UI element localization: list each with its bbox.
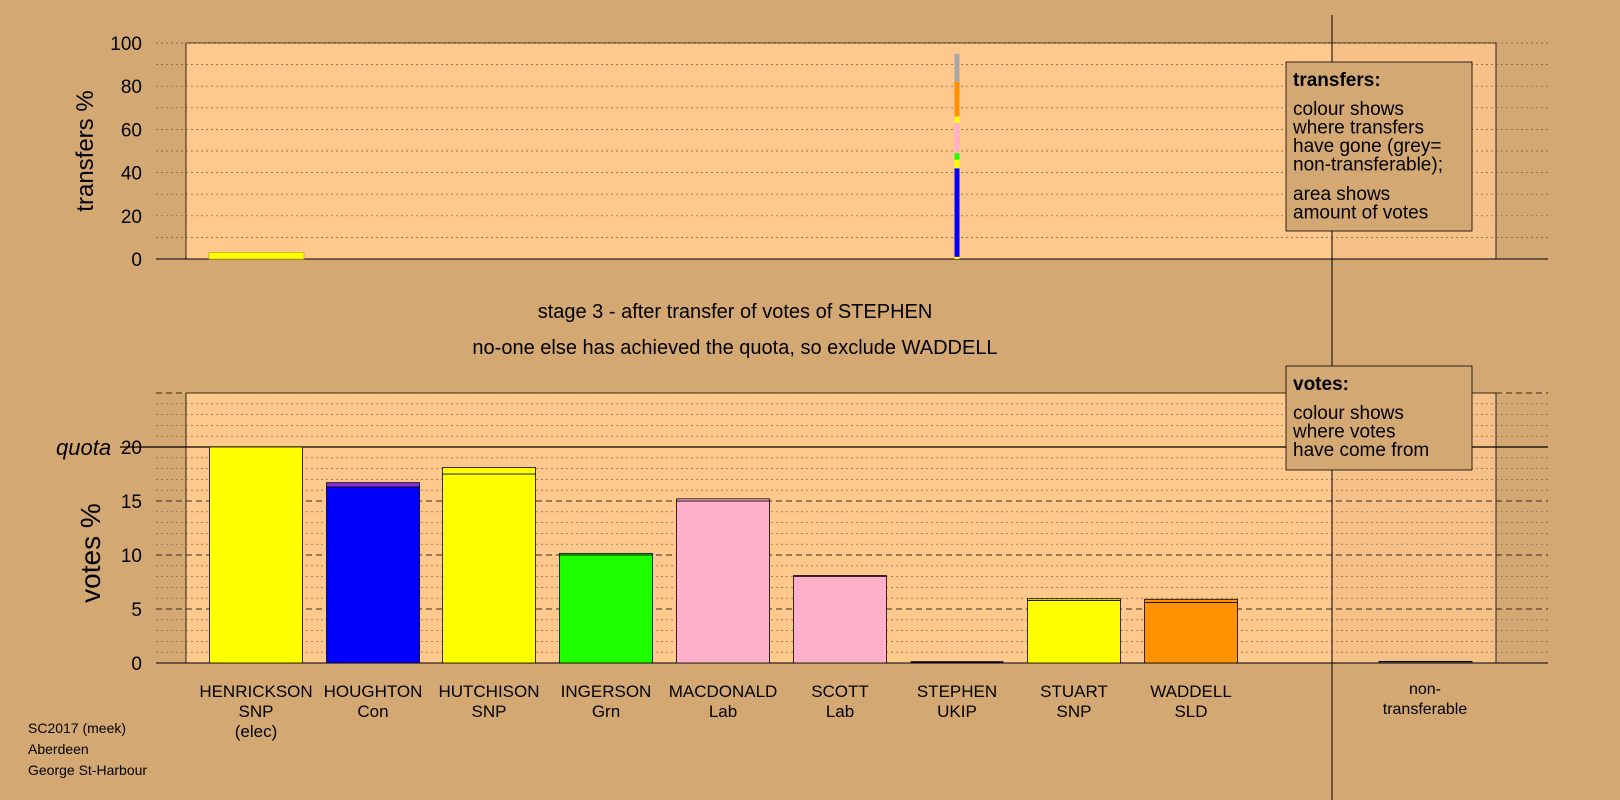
- transfer-segment-henrickson: [954, 256, 960, 259]
- transfers-legend-box: [1285, 61, 1473, 232]
- candidate-party-label: SNP: [239, 702, 274, 721]
- votes-legend-box: [1285, 365, 1473, 471]
- candidate-name-label: HENRICKSON: [199, 682, 312, 701]
- votes-ytick-label: 0: [131, 654, 142, 675]
- transfers-ytick-label: 0: [131, 250, 142, 271]
- votes-ytick-label: 10: [121, 546, 142, 567]
- transfer-segment-houghton: [954, 168, 960, 257]
- transfers-ytick-label: 100: [110, 34, 142, 55]
- transfer-segment-hutchison: [954, 159, 960, 169]
- candidate-name-label: INGERSON: [561, 682, 652, 701]
- bar-cap-scott: [793, 575, 887, 578]
- candidate-party-label: Con: [357, 702, 388, 721]
- transfer-segment-stuart: [954, 116, 960, 123]
- transfers-ylabel: transfers %: [72, 90, 99, 211]
- nontransferable-label: transferable: [1383, 701, 1468, 718]
- votes-ytick-label: 15: [121, 492, 142, 513]
- candidate-party-label: SLD: [1174, 702, 1207, 721]
- bar-cap-houghton: [326, 482, 420, 488]
- bar-cap-hutchison: [442, 467, 536, 475]
- candidate-name-label: SCOTT: [811, 682, 869, 701]
- nontransferable-label: non-: [1409, 681, 1441, 698]
- bar-waddell: [1144, 602, 1238, 664]
- transfer-band-henrickson: [208, 252, 305, 260]
- transfers-legend-line: non-transferable);: [1293, 155, 1443, 176]
- votes-ytick-label: 20: [121, 438, 142, 459]
- transfer-segment-scott: [954, 122, 960, 134]
- candidate-note-label: (elec): [235, 722, 278, 741]
- votes-legend-line: where votes: [1292, 422, 1395, 443]
- votes-legend-heading: votes:: [1293, 374, 1349, 395]
- bar-scott: [793, 576, 887, 664]
- votes-ylabel: votes %: [75, 503, 106, 603]
- transfers-ytick-label: 80: [121, 77, 142, 98]
- transfer-segment-non-transferable: [954, 53, 960, 82]
- candidate-name-label: HOUGHTON: [324, 682, 423, 701]
- transfers-legend-line: colour shows: [1293, 99, 1404, 120]
- candidate-party-label: UKIP: [937, 702, 977, 721]
- candidate-name-label: STUART: [1040, 682, 1108, 701]
- transfers-ytick-label: 40: [121, 164, 142, 185]
- candidate-party-label: SNP: [472, 702, 507, 721]
- candidate-name-label: HUTCHISON: [438, 682, 539, 701]
- bar-cap-ingerson: [559, 552, 653, 556]
- transfer-segment-macdonald: [954, 133, 960, 154]
- votes-legend-line: have come from: [1293, 440, 1429, 461]
- bar-henrickson: [209, 446, 303, 664]
- transfers-legend-line: have gone (grey=: [1293, 136, 1441, 157]
- candidate-party-label: Grn: [592, 702, 620, 721]
- candidate-party-label: SNP: [1057, 702, 1092, 721]
- candidate-party-label: Lab: [826, 702, 854, 721]
- footer-council: Aberdeen: [28, 741, 89, 757]
- transfers-legend-line: amount of votes: [1293, 203, 1428, 224]
- transfer-segment-waddell: [954, 81, 960, 117]
- votes-ytick-label: 5: [131, 600, 142, 621]
- transfer-segment-ingerson: [954, 153, 960, 160]
- bar-nontransferable: [1378, 660, 1473, 664]
- transfers-ytick-label: 20: [121, 207, 142, 228]
- bar-cap-waddell: [1144, 598, 1238, 603]
- bar-macdonald: [676, 500, 770, 664]
- transfers-legend-line: where transfers: [1292, 118, 1424, 139]
- quota-label: quota: [56, 435, 111, 460]
- candidate-name-label: STEPHEN: [917, 682, 997, 701]
- votes-legend-line: colour shows: [1293, 403, 1404, 424]
- bar-hutchison: [442, 473, 536, 664]
- stage-title: stage 3 - after transfer of votes of STE…: [538, 301, 933, 323]
- transfers-ytick-label: 60: [121, 120, 142, 141]
- footer-ward: George St-Harbour: [28, 762, 148, 778]
- bar-houghton: [326, 486, 420, 664]
- bar-ingerson: [559, 554, 653, 664]
- bar-stuart: [1027, 599, 1121, 664]
- bar-cap-macdonald: [676, 498, 770, 502]
- bar-cap-stuart: [1027, 598, 1121, 601]
- transfers-legend-line: area shows: [1293, 184, 1390, 205]
- stage-subtitle: no-one else has achieved the quota, so e…: [472, 337, 997, 359]
- transfers-legend-heading: transfers:: [1293, 70, 1381, 91]
- candidate-party-label: Lab: [709, 702, 737, 721]
- candidate-name-label: WADDELL: [1150, 682, 1232, 701]
- candidate-name-label: MACDONALD: [669, 682, 778, 701]
- footer-method: SC2017 (meek): [28, 720, 127, 736]
